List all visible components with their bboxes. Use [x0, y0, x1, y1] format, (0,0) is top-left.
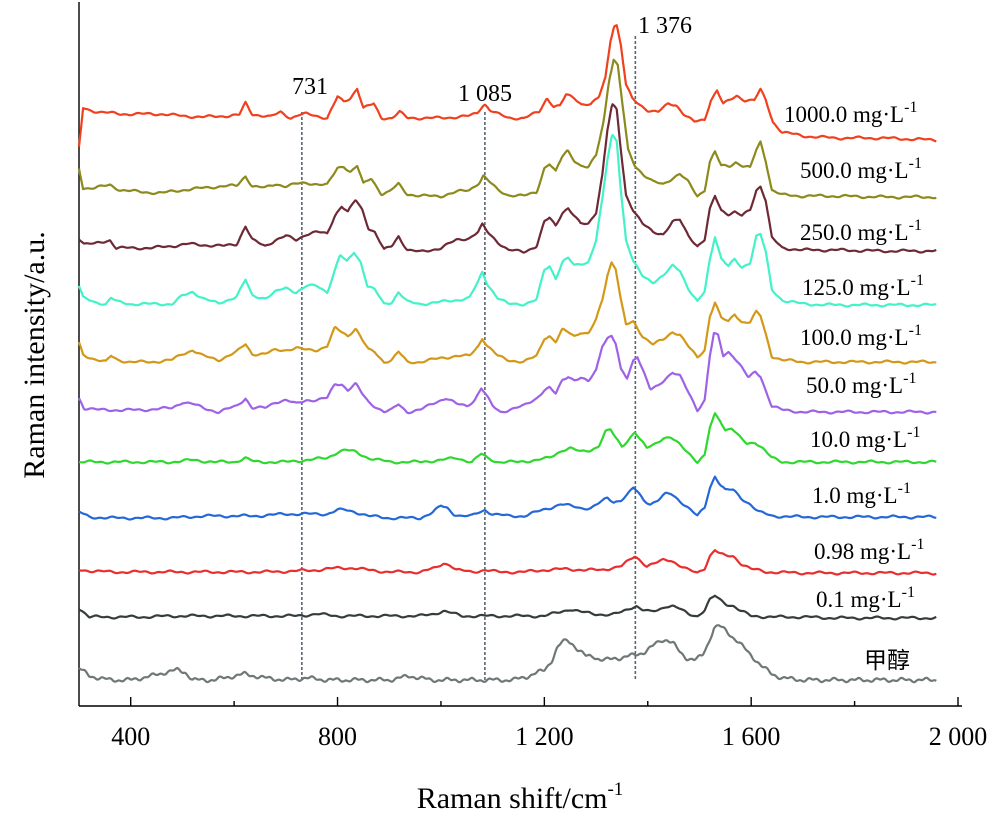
x-tick-label-2000: 2 000: [929, 722, 988, 751]
spectrum-line-10-0-mg-l: [78, 412, 937, 465]
series-label-superscript: -1: [909, 217, 922, 234]
series-label-1000-0-mg-l: 1000.0 mg·L-1: [784, 99, 917, 127]
spectrum-line-0-1-mg-l: [78, 594, 937, 621]
spectra-group: [77, 24, 937, 684]
series-label-superscript: -1: [904, 99, 917, 116]
x-ticks: 400 800 1 200 1 600 2 000: [111, 697, 987, 751]
series-label-superscript: -1: [909, 155, 922, 172]
series-label-1-0-mg-l: 1.0 mg·L-1: [812, 480, 911, 508]
series-label-superscript: -1: [902, 584, 915, 601]
series-label-superscript: -1: [911, 536, 924, 553]
x-tick-label-1600: 1 600: [722, 722, 781, 751]
x-tick-label-800: 800: [318, 722, 357, 751]
series-label-0-98-mg-l: 0.98 mg·L-1: [814, 536, 924, 564]
spectrum-line-0-98-mg-l: [78, 549, 937, 576]
series-label-10-0-mg-l: 10.0 mg·L-1: [810, 424, 920, 452]
reference-lines: 731 1 085 1 376: [292, 13, 692, 680]
peak-label-731: 731: [292, 74, 328, 100]
x-axis-title: Raman shift/cm-1: [417, 779, 624, 815]
series-label-50-0-mg-l: 50.0 mg·L-1: [806, 370, 916, 398]
series-label-superscript: -1: [903, 370, 916, 387]
spectrum-line-methanol: [78, 624, 937, 684]
y-axis-title: Raman intensity/a.u.: [18, 231, 51, 478]
x-tick-label-1200: 1 200: [515, 722, 574, 751]
series-label-superscript: -1: [907, 424, 920, 441]
spectrum-line-1000-0-mg-l: [77, 24, 937, 147]
series-label-500-0-mg-l: 500.0 mg·L-1: [800, 155, 922, 183]
series-label-100-0-mg-l: 100.0 mg·L-1: [800, 322, 922, 350]
spectrum-line-125-0-mg-l: [77, 133, 937, 308]
series-label-superscript: -1: [898, 480, 911, 497]
spectrum-line-100-0-mg-l: [77, 261, 937, 365]
x-axis-title-superscript: -1: [607, 779, 623, 800]
spectrum-line-50-0-mg-l: [78, 332, 937, 415]
series-label-superscript: -1: [909, 322, 922, 339]
series-label-250-0-mg-l: 250.0 mg·L-1: [800, 217, 922, 245]
series-label-125-0-mg-l: 125.0 mg·L-1: [802, 272, 924, 300]
series-label-0-1-mg-l: 0.1 mg·L-1: [816, 584, 915, 612]
x-tick-label-400: 400: [111, 722, 150, 751]
spectrum-line-1-0-mg-l: [78, 475, 937, 521]
series-label-methanol: 甲醇: [864, 648, 910, 673]
series-labels: 1000.0 mg·L-1 500.0 mg·L-1 250.0 mg·L-1 125…: [784, 99, 924, 673]
series-label-superscript: -1: [911, 272, 924, 289]
spectrum-line-250-0-mg-l: [78, 103, 937, 254]
spectrum-line-500-0-mg-l: [77, 58, 937, 200]
peak-label-1085: 1 085: [458, 81, 512, 107]
peak-label-1376: 1 376: [638, 13, 692, 39]
